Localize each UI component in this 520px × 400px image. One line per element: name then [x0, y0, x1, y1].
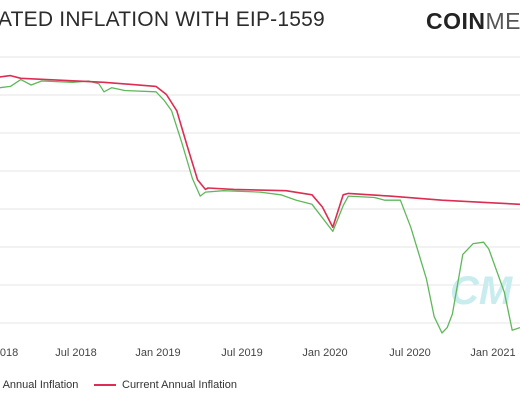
- x-tick-label: 2018: [0, 347, 18, 359]
- legend-label-eip: d Annual Inflation: [0, 379, 79, 391]
- x-axis-ticks: 2018 Jul 2018 Jan 2019 Jul 2019 Jan 2020 Jul …: [0, 347, 516, 359]
- chart-legend: d Annual Inflation Current Annual Inflat…: [0, 376, 520, 396]
- logo-bold-text: COIN: [426, 8, 486, 34]
- x-tick-label: Jul 2018: [55, 347, 97, 359]
- chart-lines: [0, 74, 520, 334]
- x-tick-label: Jul 2019: [221, 347, 263, 359]
- x-tick-label: Jan 2019: [135, 347, 180, 359]
- legend-swatch-current: [94, 384, 116, 386]
- logo-light-text: ME: [485, 8, 520, 34]
- series-line-eip[interactable]: [0, 78, 520, 334]
- brand-logo: COINME: [426, 8, 520, 35]
- series-line-current[interactable]: [0, 74, 520, 229]
- x-tick-label: Jul 2020: [389, 347, 431, 359]
- chart-title: ATED INFLATION WITH EIP-1559: [0, 8, 325, 31]
- legend-item-current[interactable]: Current Annual Inflation: [94, 379, 237, 391]
- legend-item-eip[interactable]: d Annual Inflation: [0, 379, 78, 391]
- x-tick-label: Jan 2021: [470, 347, 515, 359]
- x-tick-label: Jan 2020: [302, 347, 347, 359]
- legend-label-current: Current Annual Inflation: [122, 379, 237, 391]
- chart-grid: [0, 56, 520, 324]
